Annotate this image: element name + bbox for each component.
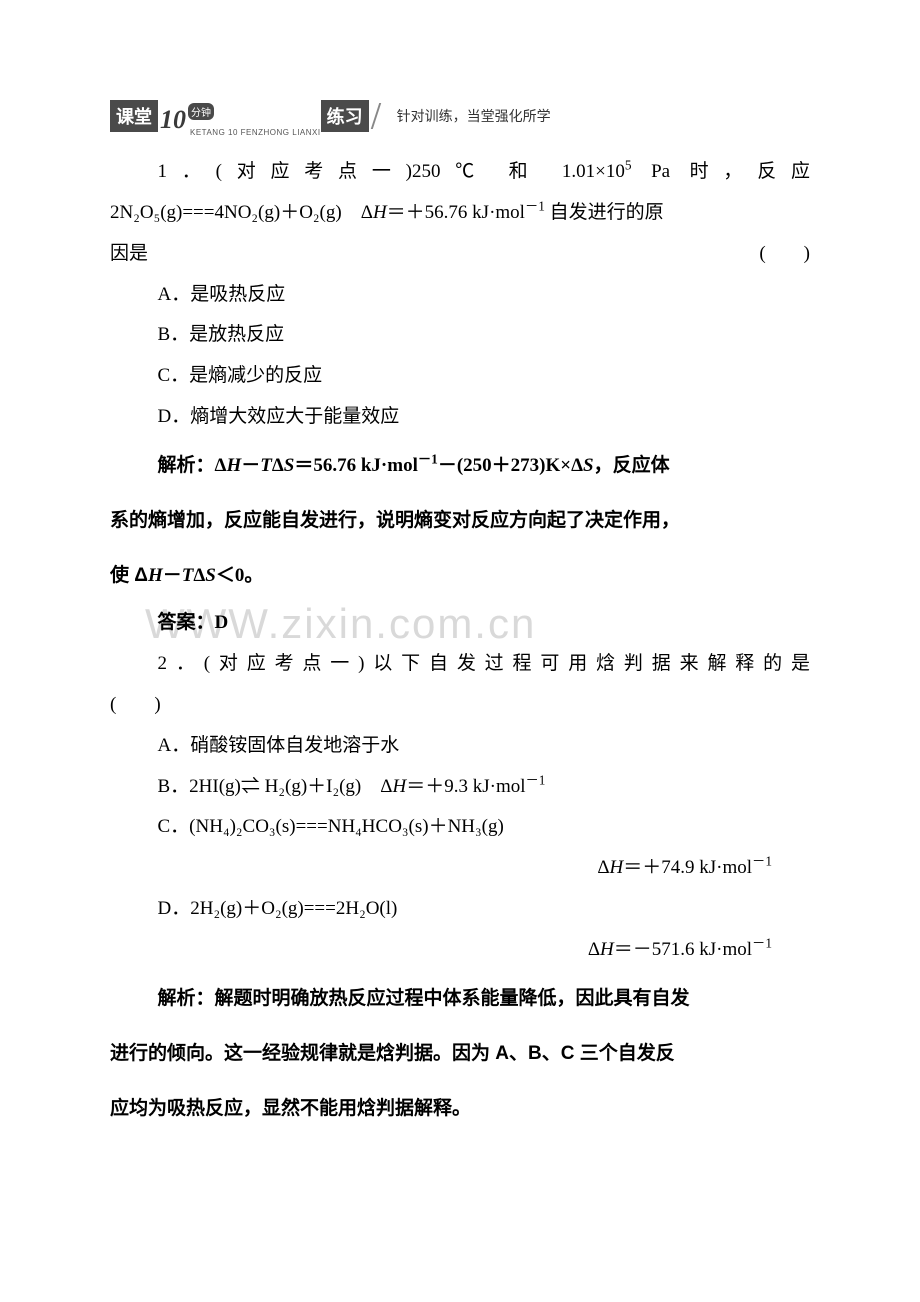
q1-option-b: B．是放热反应 [110, 315, 810, 356]
banner-note: 针对训练，当堂强化所学 [397, 106, 551, 126]
q2b-dh: ＝＋9.3 kJ·mol [406, 776, 525, 797]
q2b-H: H [392, 776, 406, 797]
q2c-dhp: Δ [597, 857, 609, 878]
e5: －(250＋273)K×Δ [438, 455, 583, 476]
e4: ＝56.76 kJ·mol [294, 455, 418, 476]
eS: S [284, 455, 295, 476]
e3b: － [163, 565, 182, 586]
q2d-H: H [600, 939, 614, 960]
q1-dh-H: H [373, 202, 387, 223]
q1-explanation: 解析：ΔH－TΔS＝56.76 kJ·mol－1－(250＋273)K×ΔS，反… [110, 438, 810, 493]
q2-option-b: B．2HI(g)⇌ H₂(g)＋I₂(g) ΔH＝＋9.3 kJ·mol－1 [110, 767, 810, 808]
q2-option-c: C．(NH₄)₂CO₃(s)===NH₄HCO₃(s)＋NH₃(g) [110, 807, 810, 848]
q2c-sup: －1 [752, 854, 772, 869]
q2-paren: ( ) [110, 685, 810, 726]
eS3: S [205, 565, 216, 586]
q1-tail: 自发进行的原 [545, 202, 664, 223]
q1-sup: 5 [625, 158, 632, 173]
e3a: 使 Δ [110, 565, 148, 586]
e2: － [241, 455, 260, 476]
q1-explanation-l3: 使 ΔH－TΔS＜0。 [110, 548, 810, 603]
eH2: H [148, 565, 163, 586]
q2-option-d-dh: ΔH＝－571.6 kJ·mol－1 [110, 930, 810, 971]
q2-stem: 2．(对应考点一)以下自发过程可用焓判据来解释的是 [110, 644, 810, 685]
q1-option-c: C．是熵减少的反应 [110, 356, 810, 397]
e3c: Δ [193, 565, 205, 586]
e3d: ＜0。 [216, 565, 264, 586]
ans-label: 答案： [158, 612, 215, 633]
q1-answer: 答案：D [110, 603, 810, 644]
eT: T [260, 455, 272, 476]
q1-paren: ( ) [759, 234, 810, 275]
q2d-dh: ＝－571.6 kJ·mol [614, 939, 752, 960]
q2b-arrow: ⇌ [241, 776, 260, 797]
eS2: S [583, 455, 594, 476]
banner-right-label: 练习 [321, 100, 369, 132]
q1-stem-text: 1．(对应考点一)250℃ 和 1.01×10 [158, 161, 625, 182]
q2-expl-label: 解析： [158, 988, 215, 1009]
q2-expl-b1: 解题时明确放热反应过程中体系能量降低，因此具有自发 [215, 988, 690, 1009]
q1-dh-sup: －1 [525, 199, 545, 214]
ans-val: D [215, 612, 229, 633]
e3: Δ [272, 455, 284, 476]
banner-number: 10 [160, 105, 186, 135]
q2c-dh: ＝＋74.9 kJ·mol [623, 857, 752, 878]
banner-left-label: 课堂 [110, 100, 158, 132]
q1-option-a: A．是吸热反应 [110, 275, 810, 316]
q2b-sup: －1 [526, 772, 546, 787]
q1-stem-line3: 因是 ( ) [110, 234, 810, 275]
q1-stem-line2: 2N₂O₅(g)===4NO₂(g)＋O₂(g) ΔH＝＋56.76 kJ·mo… [110, 193, 810, 234]
q1-option-d: D．熵增大效应大于能量效应 [110, 397, 810, 438]
banner-pinyin: KETANG 10 FENZHONG LIANXI [190, 128, 321, 137]
eT2: T [182, 565, 194, 586]
q2b-pre: B．2HI(g) [158, 776, 241, 797]
q2-explanation: 解析：解题时明确放热反应过程中体系能量降低，因此具有自发 [110, 971, 810, 1026]
q1-explanation-l2: 系的熵增加，反应能自发进行，说明熵变对反应方向起了决定作用， [110, 493, 810, 548]
banner-unit: 分钟 [188, 103, 214, 120]
banner-divider [370, 103, 380, 129]
q2-explanation-l3: 应均为吸热反应，显然不能用焓判据解释。 [110, 1081, 810, 1136]
q2d-dhp: Δ [588, 939, 600, 960]
eH: H [226, 455, 241, 476]
q1-equation: 2N₂O₅(g)===4NO₂(g)＋O₂(g) Δ [110, 202, 373, 223]
q1-dh-val: ＝＋56.76 kJ·mol [387, 202, 525, 223]
q2c-H: H [610, 857, 624, 878]
e1: Δ [215, 455, 227, 476]
q2b-post: H₂(g)＋I₂(g) Δ [260, 776, 393, 797]
q2-option-d: D．2H₂(g)＋O₂(g)===2H₂O(l) [110, 889, 810, 930]
q2d-sup: －1 [752, 936, 772, 951]
q1-stem-line1: 1．(对应考点一)250℃ 和 1.01×105 Pa 时，反应 [110, 152, 810, 193]
q1-stem3: 因是 [110, 234, 148, 275]
q1-stem-text2: Pa 时，反应 [632, 161, 810, 182]
expl-label: 解析： [158, 455, 215, 476]
e6: ，反应体 [594, 455, 670, 476]
section-banner: 课堂 10 分钟 KETANG 10 FENZHONG LIANXI 练习 针对… [110, 100, 810, 132]
q2-explanation-l2: 进行的倾向。这一经验规律就是焓判据。因为 A、B、C 三个自发反 [110, 1026, 810, 1081]
esup: －1 [418, 452, 438, 467]
q2-option-c-dh: ΔH＝＋74.9 kJ·mol－1 [110, 848, 810, 889]
q2-option-a: A．硝酸铵固体自发地溶于水 [110, 726, 810, 767]
